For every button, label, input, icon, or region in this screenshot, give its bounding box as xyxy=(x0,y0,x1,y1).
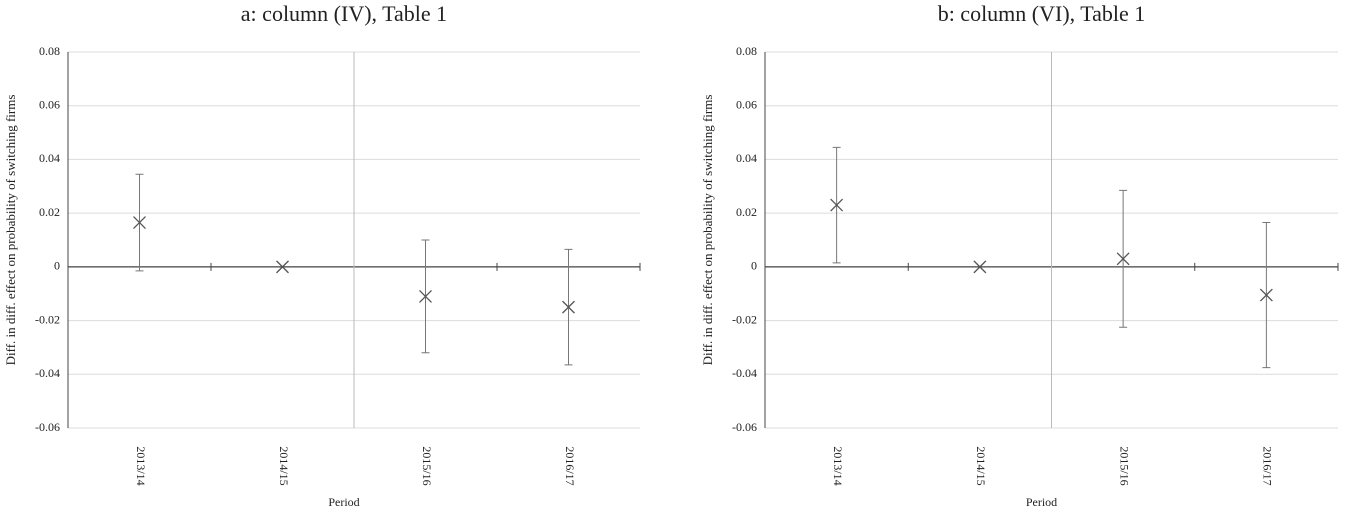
chart-title: b: column (VI), Table 1 xyxy=(938,1,1146,26)
y-tick-label: 0.04 xyxy=(736,151,757,165)
point-marker xyxy=(276,260,289,274)
y-tick-label: -0.04 xyxy=(732,366,757,380)
point-marker xyxy=(133,216,146,230)
x-tick-label: 2014/15 xyxy=(277,446,291,485)
y-tick-label: -0.06 xyxy=(732,420,757,434)
x-tick-label: 2014/15 xyxy=(974,446,988,485)
x-tick-label: 2013/14 xyxy=(831,446,845,485)
y-tick-label: -0.02 xyxy=(732,312,757,326)
x-tick-label: 2016/17 xyxy=(1261,446,1275,485)
y-tick-label: 0.06 xyxy=(39,97,60,111)
point-marker xyxy=(1259,288,1273,302)
y-axis-label: Diff. in diff. effect on probability of … xyxy=(3,95,18,366)
y-tick-label: 0.02 xyxy=(736,205,757,219)
y-tick-label: 0.06 xyxy=(736,97,757,111)
chart-panel: b: column (VI), Table 1 -0.06 -0.04 -0.02 0 0… xyxy=(700,1,1339,509)
y-tick-label: 0.08 xyxy=(736,44,757,58)
chart-panel: a: column (IV), Table 1 -0.06 -0.04 -0.02 0 0… xyxy=(3,1,641,509)
point-marker xyxy=(1116,252,1130,266)
y-tick-label: 0.02 xyxy=(39,205,60,219)
y-tick-label: -0.04 xyxy=(35,366,60,380)
x-tick-label: 2015/16 xyxy=(1117,446,1131,485)
point-marker xyxy=(973,260,987,274)
point-marker xyxy=(419,289,432,303)
x-axis-label: Period xyxy=(328,495,359,509)
point-marker xyxy=(830,198,844,212)
x-tick-label: 2015/16 xyxy=(420,446,434,485)
chart-title: a: column (IV), Table 1 xyxy=(241,1,447,26)
y-tick-label: 0 xyxy=(751,259,757,273)
x-tick-label: 2016/17 xyxy=(563,446,577,485)
y-tick-label: -0.02 xyxy=(35,312,60,326)
y-tick-label: 0.08 xyxy=(39,44,60,58)
x-tick-label: 2013/14 xyxy=(134,446,148,485)
y-tick-label: -0.06 xyxy=(35,420,60,434)
y-axis-label: Diff. in diff. effect on probability of … xyxy=(700,95,715,366)
point-marker xyxy=(562,300,575,314)
y-tick-label: 0.04 xyxy=(39,151,60,165)
y-tick-label: 0 xyxy=(54,259,60,273)
x-axis-label: Period xyxy=(1026,495,1057,509)
